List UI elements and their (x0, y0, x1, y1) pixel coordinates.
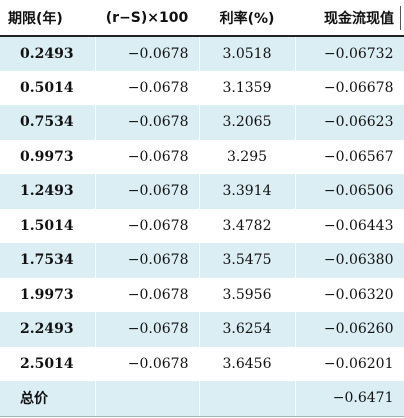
term-cell: 1.2493 (0, 174, 96, 209)
rate-cell: 3.295 (199, 139, 296, 174)
table-row: 1.9973 −0.0678 3.5956 −0.06320 (0, 277, 404, 312)
rate-cell: 3.5956 (199, 277, 296, 312)
present-value-cell: −0.06320 (295, 277, 404, 312)
r-minus-s-cell: −0.0678 (95, 70, 200, 105)
term-cell: 2.5014 (0, 346, 96, 381)
r-minus-s-cell: −0.0678 (95, 346, 200, 381)
present-value-cell: −0.06567 (295, 139, 404, 174)
rate-cell: 3.5475 (199, 243, 296, 278)
present-value-cell: −0.06732 (295, 36, 404, 71)
table-row: 0.7534 −0.0678 3.2065 −0.06623 (0, 105, 404, 140)
present-value-cell: −0.06623 (295, 105, 404, 140)
r-minus-s-cell: −0.0678 (95, 139, 200, 174)
rate-cell: 3.4782 (199, 208, 296, 243)
r-minus-s-cell: −0.0678 (95, 174, 200, 209)
header-r-minus-s: (r−S)×100 (95, 0, 199, 37)
term-cell: 1.9973 (0, 277, 96, 312)
r-minus-s-cell: −0.0678 (95, 208, 200, 243)
table-row: 0.9973 −0.0678 3.295 −0.06567 (0, 139, 404, 174)
r-minus-s-cell: −0.0678 (95, 243, 200, 278)
header-term: 期限(年) (0, 0, 95, 37)
table-row: 2.5014 −0.0678 3.6456 −0.06201 (0, 346, 404, 381)
r-minus-s-cell: −0.0678 (95, 312, 200, 347)
table-row: 1.5014 −0.0678 3.4782 −0.06443 (0, 208, 404, 243)
rate-cell: 3.6254 (199, 312, 296, 347)
term-cell: 2.2493 (0, 312, 96, 347)
table-body: 0.2493 −0.0678 3.0518 −0.06732 0.5014 −0… (0, 36, 404, 417)
term-cell: 0.7534 (0, 105, 96, 140)
header-present-value: 现金流现值 (295, 0, 404, 37)
header-rate: 利率(%) (199, 0, 295, 37)
present-value-cell: −0.06380 (295, 243, 404, 278)
term-cell: 0.2493 (0, 36, 96, 71)
rate-cell: 3.6456 (199, 346, 296, 381)
rate-cell: 3.3914 (199, 174, 296, 209)
table-row: 2.2493 −0.0678 3.6254 −0.06260 (0, 312, 404, 347)
present-value-cell: −0.06678 (295, 70, 404, 105)
total-value: −0.6471 (295, 381, 404, 417)
total-row: 总价 −0.6471 (0, 381, 404, 417)
present-value-cell: −0.06260 (295, 312, 404, 347)
table-row: 1.2493 −0.0678 3.3914 −0.06506 (0, 174, 404, 209)
r-minus-s-cell: −0.0678 (95, 277, 200, 312)
rate-cell: 3.1359 (199, 70, 296, 105)
term-cell: 1.5014 (0, 208, 96, 243)
present-value-cell: −0.06443 (295, 208, 404, 243)
r-minus-s-cell: −0.0678 (95, 36, 200, 71)
term-cell: 0.5014 (0, 70, 96, 105)
term-cell: 0.9973 (0, 139, 96, 174)
present-value-cell: −0.06201 (295, 346, 404, 381)
term-cell: 1.7534 (0, 243, 96, 278)
table-row: 0.2493 −0.0678 3.0518 −0.06732 (0, 36, 404, 71)
rate-cell: 3.0518 (199, 36, 296, 71)
header-row: 期限(年) (r−S)×100 利率(%) 现金流现值 (0, 0, 404, 37)
r-minus-s-cell: −0.0678 (95, 105, 200, 140)
table-row: 1.7534 −0.0678 3.5475 −0.06380 (0, 243, 404, 278)
present-value-cell: −0.06506 (295, 174, 404, 209)
table-row: 0.5014 −0.0678 3.1359 −0.06678 (0, 70, 404, 105)
total-empty-cell (95, 381, 200, 417)
total-empty-cell (199, 381, 296, 417)
rate-cell: 3.2065 (199, 105, 296, 140)
total-label: 总价 (0, 381, 96, 417)
table-header: 期限(年) (r−S)×100 利率(%) 现金流现值 (0, 0, 404, 37)
